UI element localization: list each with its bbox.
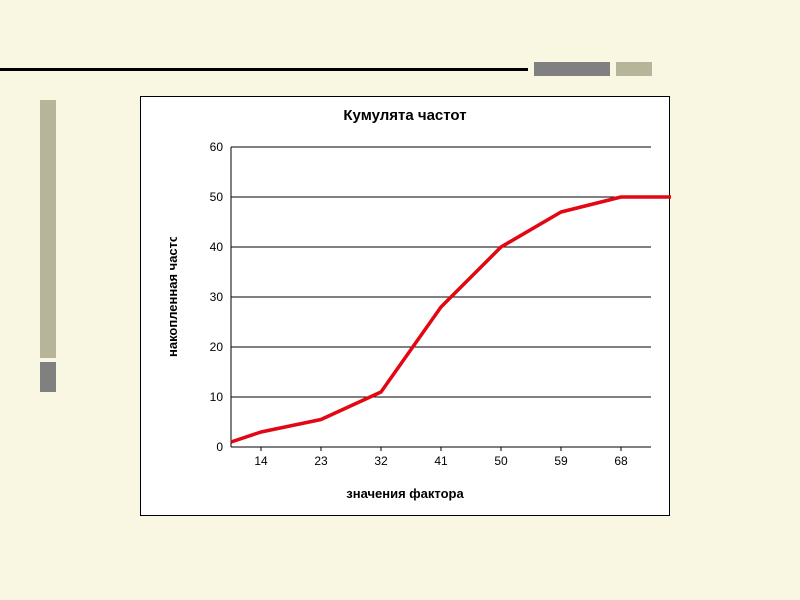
- y-tick-label: 40: [210, 240, 224, 254]
- decor-bar-left-2: [40, 362, 56, 392]
- y-tick-label: 20: [210, 340, 224, 354]
- series-line: [231, 197, 671, 442]
- decor-bar-top-main: [0, 68, 528, 71]
- slide: Кумулята частот значения фактора накопле…: [0, 0, 800, 600]
- decor-bar-left-1: [40, 100, 56, 358]
- x-tick-label: 32: [374, 454, 388, 468]
- decor-bar-top-accent1: [534, 62, 610, 76]
- y-tick-label: 0: [216, 440, 223, 454]
- x-tick-label: 14: [254, 454, 268, 468]
- chart-frame: Кумулята частот значения фактора накопле…: [140, 96, 670, 516]
- x-tick-label: 23: [314, 454, 328, 468]
- y-tick-label: 50: [210, 190, 224, 204]
- y-tick-label: 60: [210, 140, 224, 154]
- x-tick-label: 41: [434, 454, 448, 468]
- x-tick-label: 50: [494, 454, 508, 468]
- y-tick-label: 30: [210, 290, 224, 304]
- x-tick-label: 59: [554, 454, 568, 468]
- x-tick-label: 68: [614, 454, 628, 468]
- chart-plot: 0 10 20 30 40 50 60 14 23 32 41 50 59 68: [141, 97, 671, 517]
- y-tick-label: 10: [210, 390, 224, 404]
- decor-bar-top-accent2: [616, 62, 652, 76]
